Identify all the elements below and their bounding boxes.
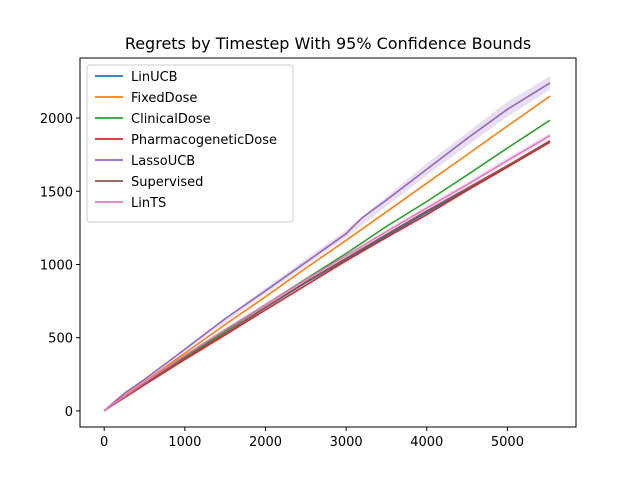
series-line-lints (103, 134, 551, 412)
legend-label-fixeddose: FixedDose (131, 91, 197, 106)
legend-label-lassoucb: LassoUCB (131, 154, 195, 169)
x-tick-label: 4000 (410, 435, 443, 450)
series-lines (103, 82, 551, 412)
y-tick-label: 1000 (40, 258, 73, 273)
y-tick-label: 2000 (40, 112, 73, 127)
y-axis: 0 500 1000 1500 2000 (40, 112, 80, 420)
y-tick-label: 0 (65, 405, 73, 420)
x-tick-label: 1000 (168, 435, 201, 450)
y-tick-label: 1500 (40, 185, 73, 200)
legend-label-clinicaldose: ClinicalDose (131, 112, 211, 127)
x-tick-label: 2000 (249, 435, 282, 450)
legend-label-supervised: Supervised (131, 175, 203, 190)
x-tick-label: 0 (100, 435, 108, 450)
y-tick-label: 500 (48, 332, 73, 347)
legend: LinUCB FixedDose ClinicalDose Pharmacogenet… (86, 64, 294, 223)
legend-label-lints: LinTS (131, 196, 166, 211)
x-tick-label: 3000 (330, 435, 363, 450)
legend-label-linucb: LinUCB (131, 70, 178, 85)
legend-box (86, 64, 294, 223)
x-tick-label: 5000 (491, 435, 524, 450)
series-line-lassoucb (103, 82, 551, 412)
chart-title: Regrets by Timestep With 95% Confidence … (125, 34, 531, 53)
x-axis: 0 1000 2000 3000 4000 5000 (100, 427, 524, 450)
legend-label-pharmacogeneticdose: PharmacogeneticDose (131, 133, 277, 148)
band-lints (104, 132, 550, 411)
plot-area-frame (79, 57, 577, 428)
